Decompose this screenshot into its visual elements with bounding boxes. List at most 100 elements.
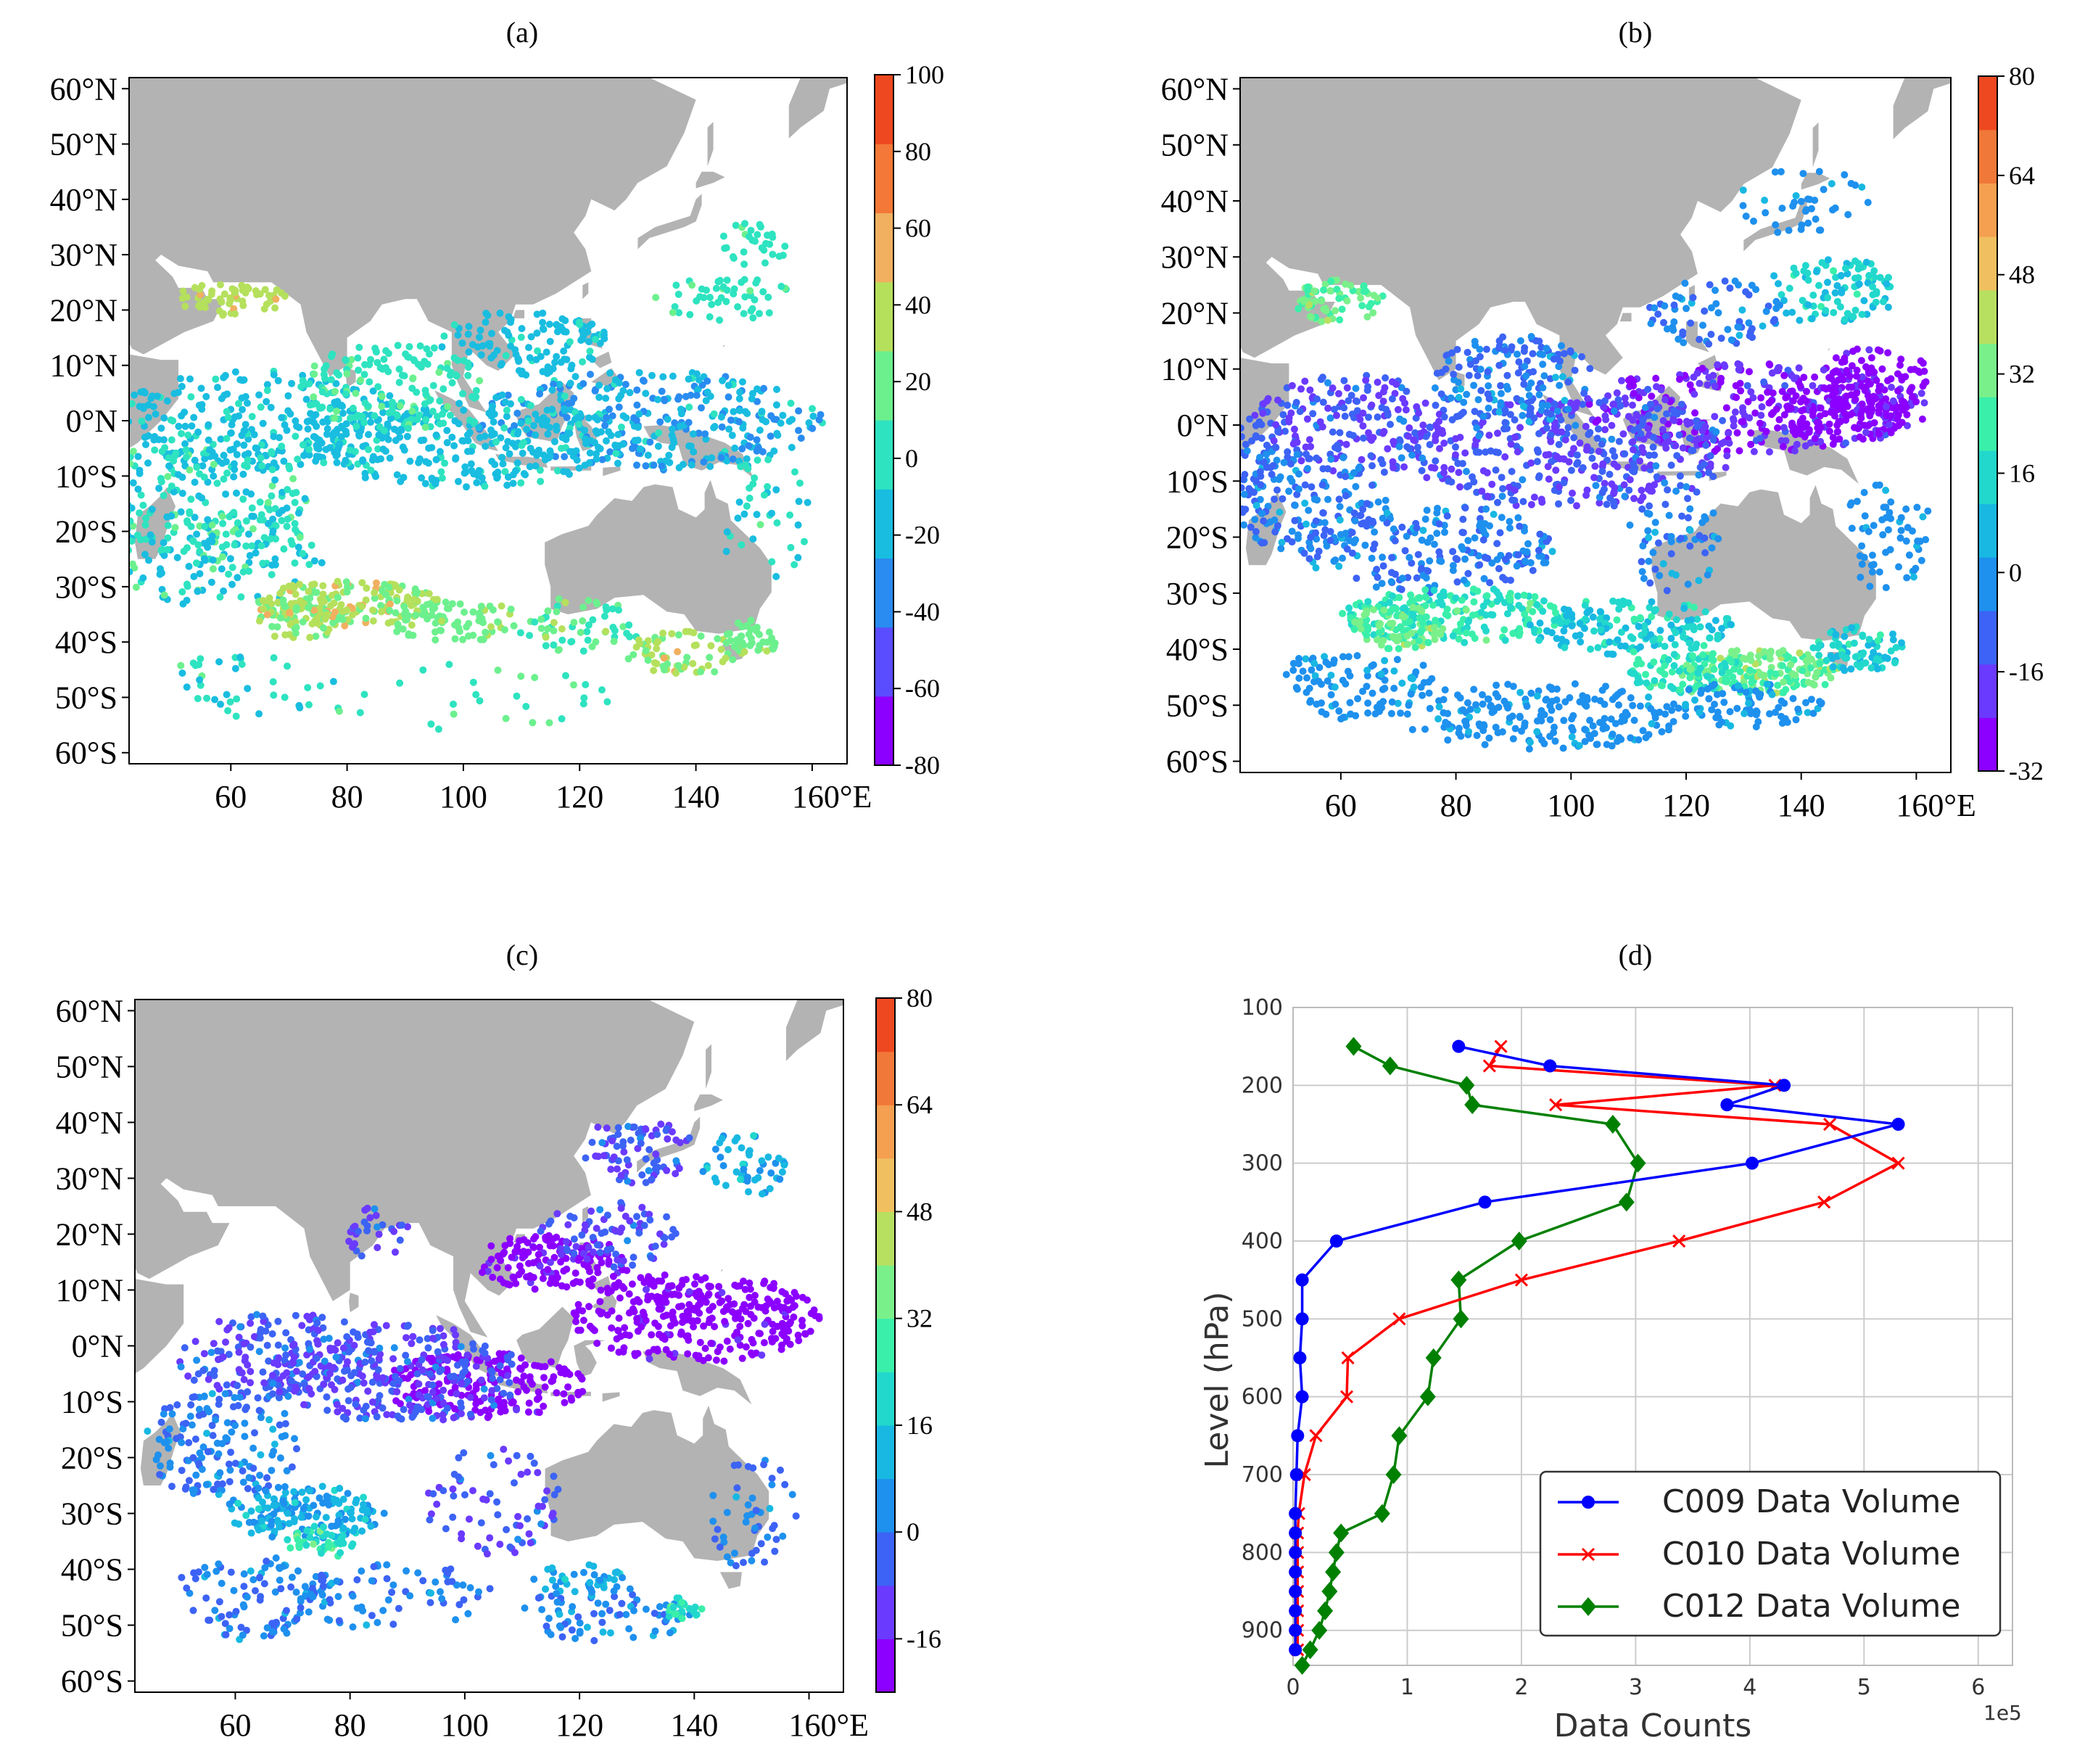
data-point [1621, 492, 1629, 500]
data-point [160, 414, 168, 422]
data-point [374, 445, 382, 453]
data-point [1307, 533, 1315, 541]
data-point [1440, 413, 1448, 421]
data-point [698, 285, 706, 293]
data-point [263, 300, 271, 308]
data-point [1560, 717, 1568, 725]
data-point [144, 432, 152, 440]
data-point [434, 725, 442, 733]
data-point [378, 608, 385, 616]
map-panel-a: (a)60°N50°N40°N30°N20°N10°N0°N10°S20°S30… [50, 16, 944, 815]
data-point [1571, 366, 1579, 374]
data-point [1560, 350, 1568, 358]
data-point [276, 590, 284, 598]
data-point [1433, 369, 1441, 377]
data-point [306, 633, 314, 641]
data-point [1857, 411, 1865, 419]
data-point [231, 466, 239, 474]
data-point [1848, 624, 1856, 632]
data-point [200, 540, 208, 548]
data-point [1363, 522, 1371, 530]
data-point [358, 413, 366, 420]
data-point [393, 471, 401, 479]
data-point [714, 635, 722, 643]
data-point [400, 610, 408, 618]
data-point [1898, 639, 1905, 647]
data-point [160, 551, 168, 559]
data-point [1918, 415, 1926, 423]
data-point [1479, 418, 1487, 426]
data-point [619, 623, 627, 630]
data-point [730, 643, 738, 651]
data-point [1307, 442, 1315, 450]
data-point [682, 627, 690, 635]
map-title: (b) [1619, 16, 1653, 49]
data-point [574, 413, 582, 421]
data-point [1335, 562, 1343, 570]
data-point [683, 654, 691, 662]
data-point [426, 350, 433, 358]
data-point [467, 460, 475, 468]
data-point [1873, 655, 1880, 663]
data-point [402, 350, 410, 358]
data-point [1551, 723, 1558, 731]
data-point [268, 571, 276, 579]
data-point [1492, 588, 1500, 595]
data-point [1353, 407, 1361, 415]
data-point [1669, 685, 1677, 693]
data-point [222, 530, 230, 538]
data-point [1570, 445, 1577, 453]
data-point [1595, 425, 1602, 433]
data-point [359, 457, 367, 465]
land-visayas [591, 351, 612, 368]
data-point [603, 413, 610, 421]
data-point [1252, 501, 1260, 509]
data-point [727, 637, 735, 645]
data-point [767, 432, 775, 440]
data-point [1535, 429, 1543, 437]
data-point [553, 602, 561, 610]
data-point [274, 376, 282, 384]
lat-tick-label: 20°N [50, 292, 117, 328]
data-point [1376, 700, 1384, 708]
data-point [1464, 537, 1472, 545]
data-point [1527, 459, 1535, 467]
data-point [1382, 496, 1390, 504]
data-point [152, 410, 160, 418]
data-point [311, 617, 318, 625]
data-point [284, 392, 292, 400]
data-point [730, 408, 738, 416]
data-point [615, 395, 623, 403]
data-point [711, 423, 719, 430]
data-point [1807, 664, 1814, 672]
data-point [183, 293, 191, 301]
data-point [507, 316, 515, 323]
data-point [377, 455, 384, 463]
data-point [1646, 603, 1653, 611]
data-point [712, 284, 720, 292]
data-point [264, 519, 272, 527]
data-point [1576, 619, 1584, 627]
data-point [570, 681, 577, 689]
data-point [655, 429, 663, 437]
data-point [454, 331, 462, 339]
data-point [397, 426, 405, 433]
data-point [1651, 451, 1659, 459]
data-point [1533, 458, 1541, 466]
data-point [1646, 451, 1653, 459]
data-point [1431, 624, 1439, 632]
data-point [1380, 428, 1388, 435]
land-japan [637, 194, 702, 250]
data-point [1621, 394, 1629, 402]
data-point [671, 302, 679, 310]
data-point [738, 445, 746, 453]
data-point [1621, 450, 1629, 458]
data-point [1636, 702, 1644, 710]
data-point [650, 461, 658, 469]
data-point [1460, 398, 1468, 406]
data-point [513, 459, 521, 467]
data-point [1335, 495, 1343, 503]
data-point [448, 379, 456, 387]
data-point [740, 310, 748, 318]
data-point [1575, 742, 1583, 749]
